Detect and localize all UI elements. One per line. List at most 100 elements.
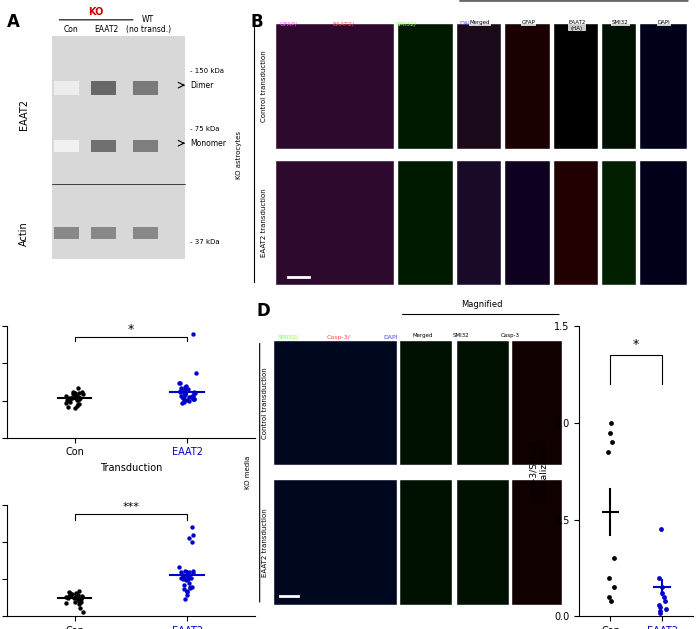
Bar	[52, 36, 186, 259]
Point	[604, 428, 615, 438]
Point	[174, 562, 185, 572]
Bar	[602, 24, 636, 149]
Point	[68, 387, 79, 397]
Text: A: A	[7, 13, 20, 31]
Point	[64, 591, 75, 601]
Text: DAPI: DAPI	[384, 335, 398, 340]
Point	[606, 418, 617, 428]
Point	[188, 391, 199, 401]
Point	[184, 578, 195, 588]
Point	[659, 596, 671, 606]
Point	[178, 394, 190, 404]
Y-axis label: Casp-3/SMI32
colocalization: Casp-3/SMI32 colocalization	[529, 440, 549, 503]
Bar	[456, 341, 510, 465]
Point	[181, 381, 192, 391]
X-axis label: Transduction: Transduction	[99, 463, 162, 473]
Text: Merged: Merged	[470, 20, 490, 25]
Text: Control transduction: Control transduction	[261, 51, 267, 123]
Text: SMI32/: SMI32/	[277, 335, 298, 340]
Point	[180, 565, 191, 576]
Bar	[457, 160, 501, 286]
Point	[62, 402, 74, 412]
Point	[74, 598, 85, 608]
Text: KO astrocytes: KO astrocytes	[236, 131, 241, 179]
Point	[69, 593, 80, 603]
Point	[74, 394, 85, 404]
Text: Merged: Merged	[413, 333, 433, 338]
Point	[181, 590, 193, 600]
Point	[183, 574, 194, 584]
Bar	[505, 160, 550, 286]
Text: KO: KO	[88, 7, 104, 17]
Point	[659, 592, 670, 602]
Point	[71, 589, 82, 599]
Text: *: *	[633, 338, 639, 351]
Point	[74, 388, 85, 398]
Point	[654, 572, 665, 582]
Point	[64, 393, 75, 403]
Point	[189, 394, 200, 404]
Point	[74, 594, 85, 604]
Point	[71, 593, 83, 603]
Text: ***: ***	[122, 502, 139, 512]
Text: EAAT2: EAAT2	[20, 99, 29, 130]
Point	[60, 391, 71, 401]
Bar	[133, 81, 158, 96]
Bar	[398, 24, 453, 149]
Point	[71, 391, 82, 401]
Point	[177, 574, 188, 584]
Text: EAAT2 transduction: EAAT2 transduction	[262, 508, 268, 577]
Point	[76, 387, 88, 398]
Point	[654, 600, 665, 610]
Point	[70, 587, 81, 598]
Point	[187, 522, 198, 532]
Bar	[274, 341, 397, 465]
Point	[77, 607, 88, 617]
Bar	[640, 24, 687, 149]
Bar	[54, 140, 79, 152]
Point	[75, 603, 86, 613]
Point	[71, 394, 83, 404]
Bar	[91, 140, 116, 152]
Point	[186, 391, 197, 401]
Point	[603, 447, 614, 457]
Point	[178, 384, 190, 394]
Point	[180, 594, 191, 604]
Text: GFAP/: GFAP/	[280, 21, 298, 26]
Point	[76, 592, 88, 602]
Bar	[457, 24, 501, 149]
Bar	[54, 81, 79, 96]
Bar	[400, 480, 452, 605]
Text: EAAT2
(HA): EAAT2 (HA)	[568, 20, 586, 31]
Point	[62, 593, 74, 603]
Bar	[512, 480, 562, 605]
Point	[70, 403, 81, 413]
Point	[178, 584, 189, 594]
Point	[654, 602, 666, 612]
Point	[175, 567, 186, 577]
Point	[60, 398, 71, 408]
Point	[654, 606, 666, 616]
Bar	[91, 228, 116, 239]
Text: B: B	[251, 13, 263, 31]
Point	[71, 392, 82, 402]
Point	[606, 596, 617, 606]
Point	[74, 394, 85, 404]
Point	[176, 391, 187, 401]
Point	[64, 398, 75, 408]
Text: Actin: Actin	[20, 221, 29, 245]
Text: Dimer: Dimer	[190, 81, 214, 90]
Point	[178, 580, 190, 590]
Point	[76, 594, 87, 604]
Point	[606, 437, 617, 447]
Point	[179, 382, 190, 392]
Point	[176, 573, 187, 583]
Point	[656, 525, 667, 535]
Bar	[91, 81, 116, 96]
Point	[178, 388, 189, 398]
Text: KO media: KO media	[245, 456, 251, 489]
Point	[183, 384, 194, 394]
Point	[182, 394, 193, 404]
Point	[75, 596, 86, 606]
Point	[178, 397, 190, 407]
